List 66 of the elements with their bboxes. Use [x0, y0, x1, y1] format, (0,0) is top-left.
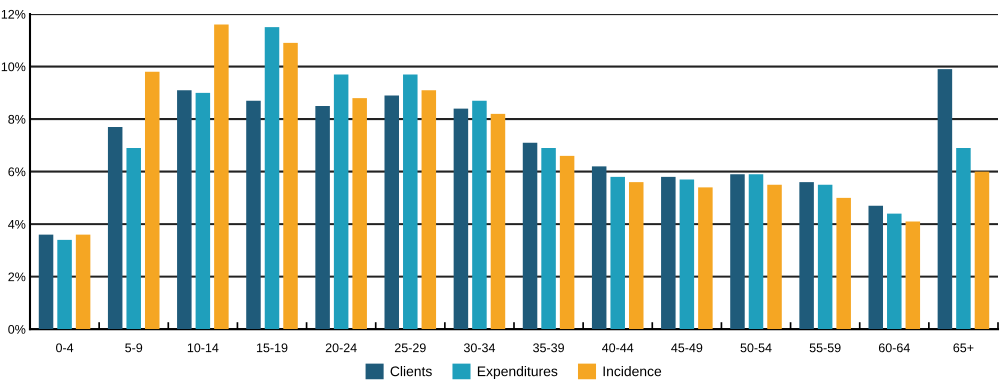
bar: [748, 174, 764, 330]
bar: [767, 184, 782, 330]
bar: [818, 184, 832, 330]
bar: [108, 126, 122, 330]
x-tick-label: 20-24: [326, 343, 357, 352]
bar: [126, 148, 141, 330]
y-tick-label: 0%: [8, 324, 26, 334]
bar: [541, 148, 556, 330]
bar: [680, 179, 694, 330]
x-tick-label: 30-34: [464, 343, 496, 352]
bar: [730, 174, 745, 330]
bar: [490, 114, 506, 330]
bar: [38, 234, 54, 330]
bar: [938, 69, 952, 330]
bar: [422, 90, 436, 330]
x-tick-label: 10-14: [188, 343, 218, 352]
x-tick-label: 25-29: [394, 343, 426, 352]
bar: [974, 172, 990, 330]
bar: [384, 95, 400, 330]
bar: [610, 176, 625, 330]
bar: [661, 176, 676, 330]
bar: [454, 108, 468, 330]
bar: [196, 92, 210, 330]
bar: [799, 182, 814, 330]
bar: [560, 156, 574, 330]
bar: [315, 106, 330, 330]
bar: [906, 221, 920, 330]
x-tick-label: 15-19: [256, 343, 288, 352]
bar: [628, 182, 644, 330]
y-tick-label: 4%: [8, 220, 26, 229]
bar: [956, 148, 971, 330]
y-tick-label: 6%: [8, 167, 26, 176]
y-tick-label: 10%: [2, 62, 26, 72]
bar: [334, 74, 348, 330]
bar: [144, 72, 160, 330]
x-tick-label: 50-54: [740, 343, 772, 352]
legend-label: Expenditures: [478, 366, 558, 379]
y-tick-label: 2%: [8, 272, 26, 282]
bar: [592, 166, 606, 330]
bar: [522, 142, 538, 330]
bar: [177, 90, 192, 330]
x-tick-label: 5-9: [125, 343, 142, 352]
x-tick-label: 35-39: [533, 343, 564, 352]
bar: [283, 42, 298, 330]
bar: [76, 234, 90, 330]
x-tick-label: 0-4: [56, 343, 74, 352]
legend-label: Clients: [390, 366, 432, 376]
bar: [887, 214, 902, 330]
x-tick-label: 55-59: [810, 343, 841, 352]
bar: [868, 206, 884, 330]
bar: [264, 27, 280, 330]
bar: [352, 98, 367, 330]
legend-label: Incidence: [604, 366, 662, 376]
x-tick-label: 65+: [953, 343, 974, 352]
bar: [472, 100, 487, 330]
bar: [698, 187, 713, 330]
x-tick-label: 45-49: [671, 343, 702, 352]
x-tick-label: 60-64: [878, 343, 910, 352]
x-tick-label: 40-44: [602, 343, 634, 352]
bar: [214, 24, 229, 330]
bar: [246, 100, 261, 330]
bar: [403, 74, 418, 330]
bar: [57, 240, 72, 330]
y-tick-label: 8%: [8, 114, 26, 124]
y-tick-label: 12%: [2, 10, 26, 19]
bar: [836, 198, 851, 330]
